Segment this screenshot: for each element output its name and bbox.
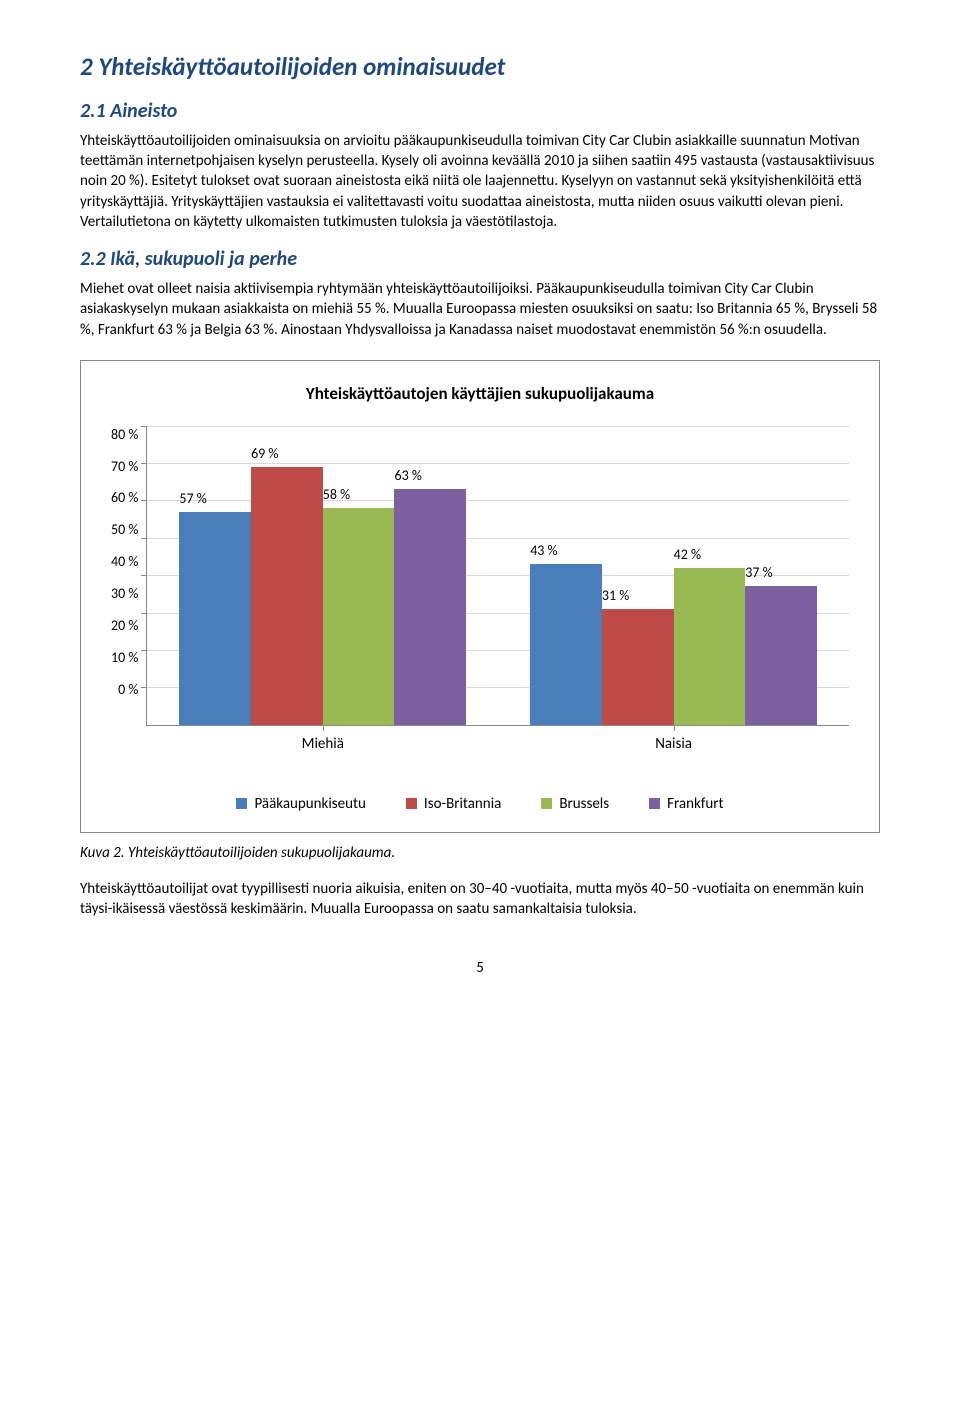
paragraph-ika: Miehet ovat olleet naisia aktiivisempia …	[80, 279, 880, 340]
bar-value-label: 37 %	[745, 564, 772, 583]
y-tick-label: 80 %	[111, 426, 138, 445]
page-number: 5	[80, 958, 880, 978]
chart-legend: Pääkaupunkiseutu Iso-Britannia Brussels Fra…	[111, 794, 849, 814]
legend-item: Brussels	[541, 794, 609, 814]
legend-label: Brussels	[559, 794, 609, 814]
legend-swatch	[541, 798, 552, 809]
legend-swatch	[406, 798, 417, 809]
bar-value-label: 31 %	[602, 587, 629, 606]
chart-group: 57 %69 %58 %63 %Miehiä	[147, 426, 498, 725]
y-tick-label: 70 %	[111, 458, 138, 477]
legend-item: Pääkaupunkiseutu	[236, 794, 365, 814]
bar-value-label: 69 %	[251, 445, 278, 464]
y-tick-label: 30 %	[111, 585, 138, 604]
y-tick-label: 0 %	[118, 681, 138, 700]
chart-y-axis: 80 % 70 % 60 % 50 % 40 % 30 % 20 % 10 % 0 %	[111, 426, 146, 726]
bar-value-label: 63 %	[394, 467, 421, 486]
figure-caption: Kuva 2. Yhteiskäyttöautoilijoiden sukupu…	[80, 843, 880, 863]
y-tick-label: 10 %	[111, 649, 138, 668]
bar-value-label: 43 %	[530, 542, 557, 561]
legend-item: Frankfurt	[649, 794, 723, 814]
bar-value-label: 57 %	[179, 490, 206, 509]
legend-label: Pääkaupunkiseutu	[254, 794, 365, 814]
chart-plot: 57 %69 %58 %63 %Miehiä43 %31 %42 %37 %Na…	[146, 426, 849, 726]
legend-swatch	[649, 798, 660, 809]
paragraph-aineisto: Yhteiskäyttöautoilijoiden ominaisuuksia …	[80, 131, 880, 232]
chart-group: 43 %31 %42 %37 %Naisia	[498, 426, 849, 725]
legend-item: Iso-Britannia	[406, 794, 501, 814]
x-axis-label: Miehiä	[147, 724, 498, 754]
bar-value-label: 58 %	[323, 486, 350, 505]
x-axis-label: Naisia	[498, 724, 849, 754]
y-tick-label: 20 %	[111, 617, 138, 636]
bar-value-label: 42 %	[674, 546, 701, 565]
y-tick-label: 40 %	[111, 553, 138, 572]
legend-label: Frankfurt	[667, 794, 723, 814]
legend-label: Iso-Britannia	[424, 794, 501, 814]
legend-swatch	[236, 798, 247, 809]
chart-title: Yhteiskäyttöautojen käyttäjien sukupuoli…	[111, 383, 849, 406]
paragraph-after-chart: Yhteiskäyttöautoilijat ovat tyypillisest…	[80, 879, 880, 920]
y-tick-label: 50 %	[111, 521, 138, 540]
chart-plot-area: 80 % 70 % 60 % 50 % 40 % 30 % 20 % 10 % 0 % 57 %…	[111, 426, 849, 726]
subsection-heading-2-1: 2.1 Aineisto	[80, 98, 880, 125]
subsection-heading-2-2: 2.2 Ikä, sukupuoli ja perhe	[80, 246, 880, 273]
gender-chart: Yhteiskäyttöautojen käyttäjien sukupuoli…	[80, 360, 880, 833]
section-heading-2: 2 Yhteiskäyttöautoilijoiden ominaisuudet	[80, 50, 880, 84]
y-tick-label: 60 %	[111, 489, 138, 508]
